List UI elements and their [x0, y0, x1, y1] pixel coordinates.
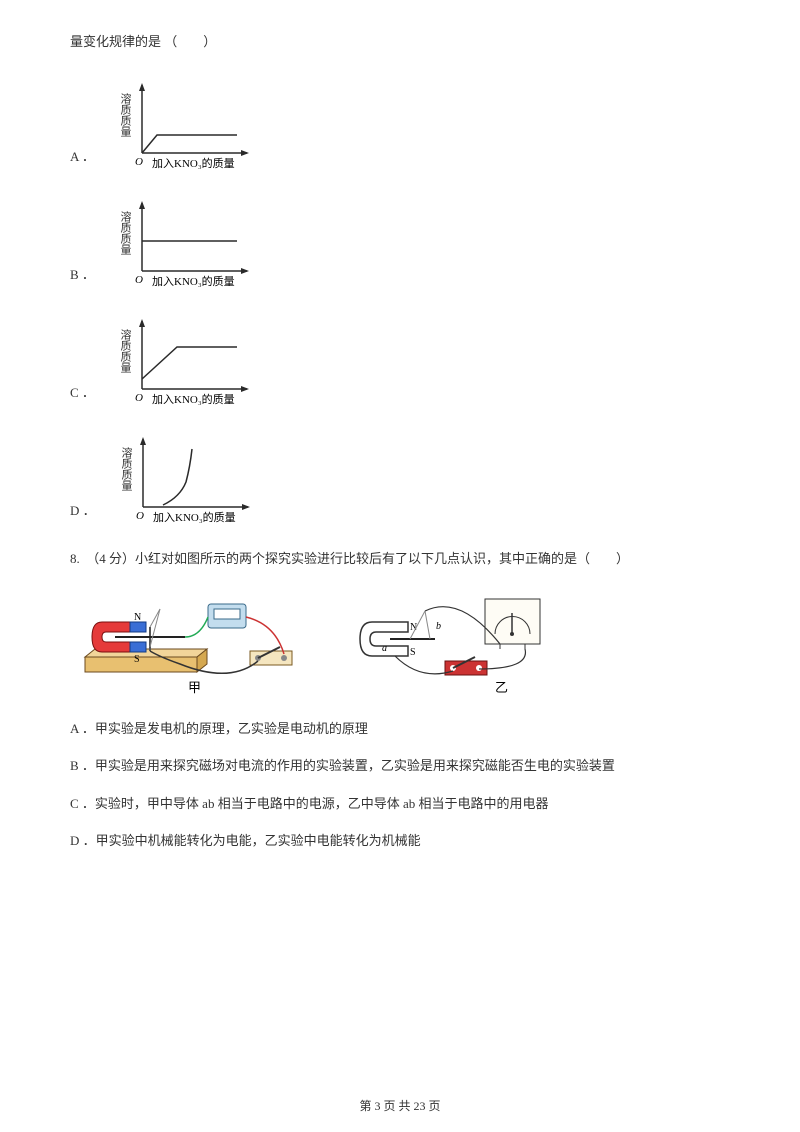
q8-option-b: B ．甲实验是用来探究磁场对电流的作用的实验装置，乙实验是用来探究磁能否生电的实…: [70, 754, 730, 777]
choice-b-label: B ．: [70, 264, 95, 283]
choice-b: B ． 溶质质量 O 加入KNO₃的质量: [70, 191, 730, 291]
svg-text:乙: 乙: [495, 680, 508, 695]
svg-text:S: S: [410, 647, 416, 658]
svg-text:O: O: [135, 274, 143, 286]
chart-d: 溶质质量 O 加入KNO₃的质量: [108, 427, 258, 527]
chart-c: 溶质质量 O 加入KNO₃的质量: [107, 309, 257, 409]
svg-text:b: b: [436, 621, 441, 632]
q8-option-d: D ．甲实验中机械能转化为电能，乙实验中电能转化为机械能: [70, 829, 730, 852]
q8-option-a: A ．甲实验是发电机的原理，乙实验是电动机的原理: [70, 717, 730, 740]
svg-text:a: a: [382, 643, 387, 654]
choice-d: D ． 溶质质量 O 加入KNO₃的质量: [70, 427, 730, 527]
svg-text:加入KNO₃的质量: 加入KNO₃的质量: [152, 274, 235, 288]
svg-text:甲: 甲: [188, 680, 201, 695]
svg-text:O: O: [135, 392, 143, 404]
q8-figures: N S 甲 N S b a: [80, 589, 730, 699]
apparatus-right: N S b a 乙: [350, 589, 560, 699]
q8-stem: 8. （4 分）小红对如图所示的两个探究实验进行比较后有了以下几点认识，其中正确…: [70, 547, 730, 570]
q7-stem: 量变化规律的是 （ ）: [70, 30, 730, 53]
choice-a-label: A ．: [70, 146, 95, 165]
svg-text:溶质质量: 溶质质量: [119, 210, 132, 255]
svg-text:N: N: [134, 612, 141, 623]
apparatus-left: N S 甲: [80, 589, 310, 699]
choice-c: C ． 溶质质量 O 加入KNO₃的质量: [70, 309, 730, 409]
svg-text:O: O: [136, 510, 144, 522]
choice-d-label: D ．: [70, 500, 96, 519]
svg-text:加入KNO₃的质量: 加入KNO₃的质量: [152, 156, 235, 170]
q8-option-c: C ．实验时，甲中导体 ab 相当于电路中的电源，乙中导体 ab 相当于电路中的…: [70, 792, 730, 815]
choice-c-label: C ．: [70, 382, 95, 401]
svg-text:S: S: [134, 654, 140, 665]
svg-text:O: O: [135, 156, 143, 168]
page-footer: 第 3 页 共 23 页: [0, 1097, 800, 1114]
svg-text:加入KNO₃的质量: 加入KNO₃的质量: [152, 392, 235, 406]
chart-b: 溶质质量 O 加入KNO₃的质量: [107, 191, 257, 291]
svg-text:溶质质量: 溶质质量: [119, 92, 132, 137]
svg-text:溶质质量: 溶质质量: [120, 446, 133, 491]
choice-a: A ． 溶质质量 O 加入KNO₃的质量: [70, 73, 730, 173]
svg-text:加入KNO₃的质量: 加入KNO₃的质量: [153, 510, 236, 524]
svg-text:溶质质量: 溶质质量: [119, 328, 132, 373]
chart-a: 溶质质量 O 加入KNO₃的质量: [107, 73, 257, 173]
